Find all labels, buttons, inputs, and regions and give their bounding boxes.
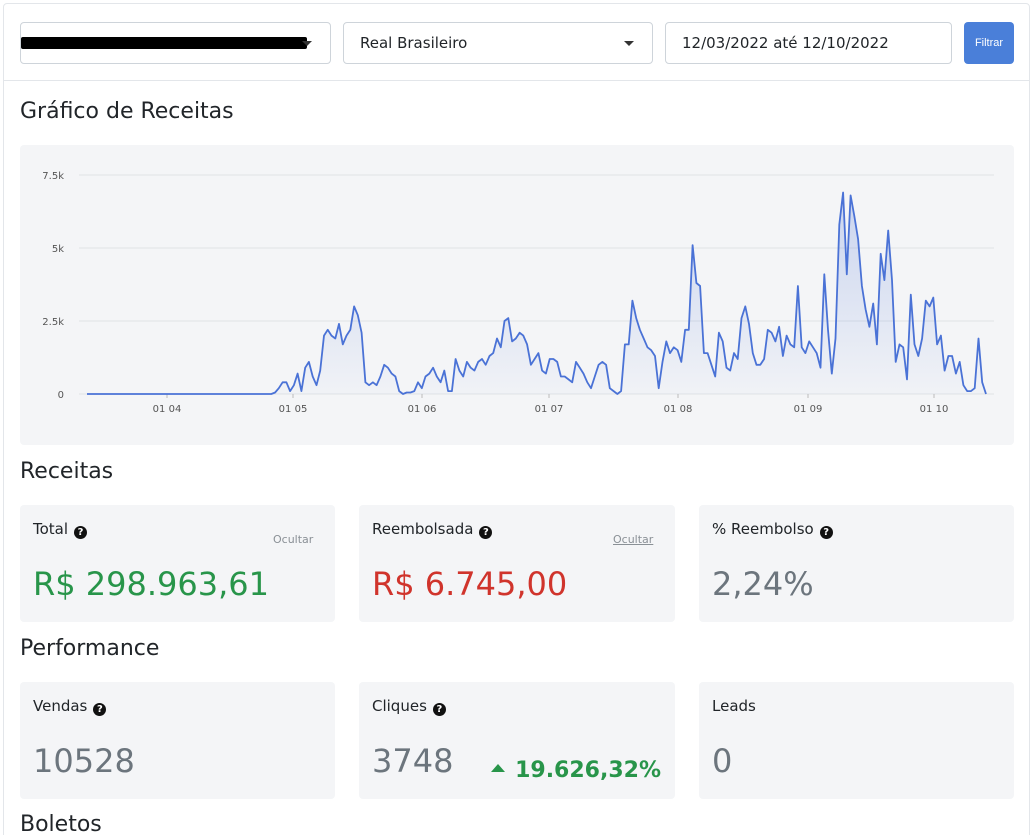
- x-tick-label: 01 05: [279, 404, 308, 415]
- revenue-section-title: Receitas: [20, 459, 114, 484]
- chevron-down-icon: [302, 41, 312, 46]
- currency-select-value: Real Brasileiro: [360, 34, 468, 52]
- refunded-revenue-value: R$ 6.745,00: [372, 565, 568, 603]
- help-icon[interactable]: ?: [93, 703, 107, 716]
- filter-bar: [3, 3, 1030, 81]
- sales-label: Vendas: [33, 697, 88, 715]
- revenue-area-fill: [87, 192, 986, 394]
- hide-total-link[interactable]: Ocultar: [273, 533, 314, 546]
- total-revenue-value: R$ 298.963,61: [33, 565, 269, 603]
- hide-refunded-link[interactable]: Ocultar: [613, 533, 654, 546]
- clicks-delta: 19.626,32%: [491, 758, 661, 783]
- clicks-card: Cliques? 3748 19.626,32%: [359, 682, 675, 799]
- clicks-label: Cliques: [372, 697, 427, 715]
- sales-card: Vendas? 10528: [20, 682, 335, 799]
- x-tick-label: 01 04: [153, 404, 182, 415]
- filter-button[interactable]: Filtrar: [964, 22, 1014, 64]
- performance-section-title: Performance: [20, 636, 160, 661]
- leads-value: 0: [712, 742, 733, 780]
- help-icon[interactable]: ?: [74, 526, 88, 539]
- refund-percentage-card: % Reembolso? 2,24%: [699, 505, 1014, 622]
- arrow-up-icon: [491, 764, 506, 772]
- chart-title: Gráfico de Receitas: [20, 99, 234, 124]
- y-tick-label: 2.5k: [42, 317, 64, 328]
- boletos-section-title: Boletos: [20, 812, 102, 835]
- x-tick-label: 01 09: [794, 404, 823, 415]
- currency-select[interactable]: Real Brasileiro: [343, 22, 653, 64]
- total-revenue-card: Total? Ocultar R$ 298.963,61: [20, 505, 335, 622]
- date-range-value: 12/03/2022 até 12/10/2022: [682, 34, 889, 52]
- clicks-value: 3748: [372, 742, 454, 780]
- sales-value: 10528: [33, 742, 135, 780]
- redacted-product-name: [21, 37, 307, 49]
- clicks-delta-value: 19.626,32%: [515, 758, 661, 783]
- product-select[interactable]: [20, 22, 331, 64]
- refunded-revenue-label: Reembolsada: [372, 520, 474, 538]
- x-tick-label: 01 07: [535, 404, 564, 415]
- revenue-series-line: [87, 191, 987, 395]
- refunded-revenue-card: Reembolsada? Ocultar R$ 6.745,00: [359, 505, 675, 622]
- leads-label: Leads: [712, 697, 756, 715]
- y-tick-label: 0: [58, 390, 64, 401]
- y-tick-label: 5k: [52, 244, 64, 255]
- x-tick-label: 01 06: [408, 404, 437, 415]
- y-tick-label: 7.5k: [42, 171, 64, 182]
- help-icon[interactable]: ?: [819, 526, 833, 539]
- total-revenue-label: Total: [33, 520, 69, 538]
- revenue-chart-svg: 0 2.5k 5k 7.5k 01 04 01 05 01 06 01 07 01 08 01 0…: [42, 171, 994, 415]
- help-icon[interactable]: ?: [479, 526, 493, 539]
- x-tick-label: 01 08: [664, 404, 693, 415]
- refund-percentage-value: 2,24%: [712, 565, 814, 603]
- leads-card: Leads 0: [699, 682, 1014, 799]
- refund-percentage-label: % Reembolso: [712, 520, 814, 538]
- x-tick-label: 01 10: [920, 404, 949, 415]
- revenue-chart: 0 2.5k 5k 7.5k 01 04 01 05 01 06 01 07 01 08 01 0…: [20, 145, 1014, 445]
- help-icon[interactable]: ?: [432, 703, 446, 716]
- chevron-down-icon: [624, 41, 634, 46]
- date-range-input[interactable]: 12/03/2022 até 12/10/2022: [665, 22, 952, 64]
